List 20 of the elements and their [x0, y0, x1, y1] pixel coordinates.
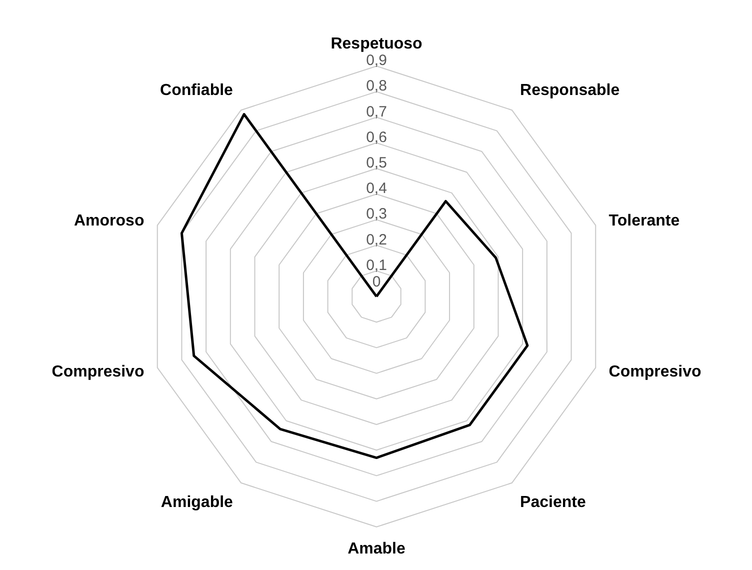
y-tick-label: 0,8 — [366, 78, 387, 95]
y-tick-label: 0,3 — [366, 206, 387, 223]
spoke-label: Paciente — [520, 494, 586, 512]
y-tick-label: 0,4 — [366, 180, 387, 198]
y-tick-label: 0,6 — [366, 128, 387, 146]
spoke-label: Tolerante — [608, 212, 680, 230]
spoke-label: Responsable — [520, 82, 620, 99]
y-tick-label: 0,7 — [366, 103, 387, 120]
y-tick-label: 0,1 — [366, 256, 387, 274]
y-tick-label: 0,9 — [366, 52, 387, 70]
spoke-label: Amigable — [160, 494, 234, 512]
y-tick-label: 0,5 — [366, 154, 387, 172]
spoke-label: Compresivo — [608, 363, 702, 380]
spoke-label: Compresivo — [52, 363, 144, 380]
spoke-label: Confiable — [160, 82, 234, 99]
spoke-label: Respetuoso — [330, 35, 423, 52]
y-tick-label: 0 — [372, 274, 381, 290]
spoke-label: Amoroso — [74, 212, 144, 230]
spoke-label: Amable — [348, 540, 406, 558]
y-tick-label: 0,2 — [366, 231, 387, 248]
